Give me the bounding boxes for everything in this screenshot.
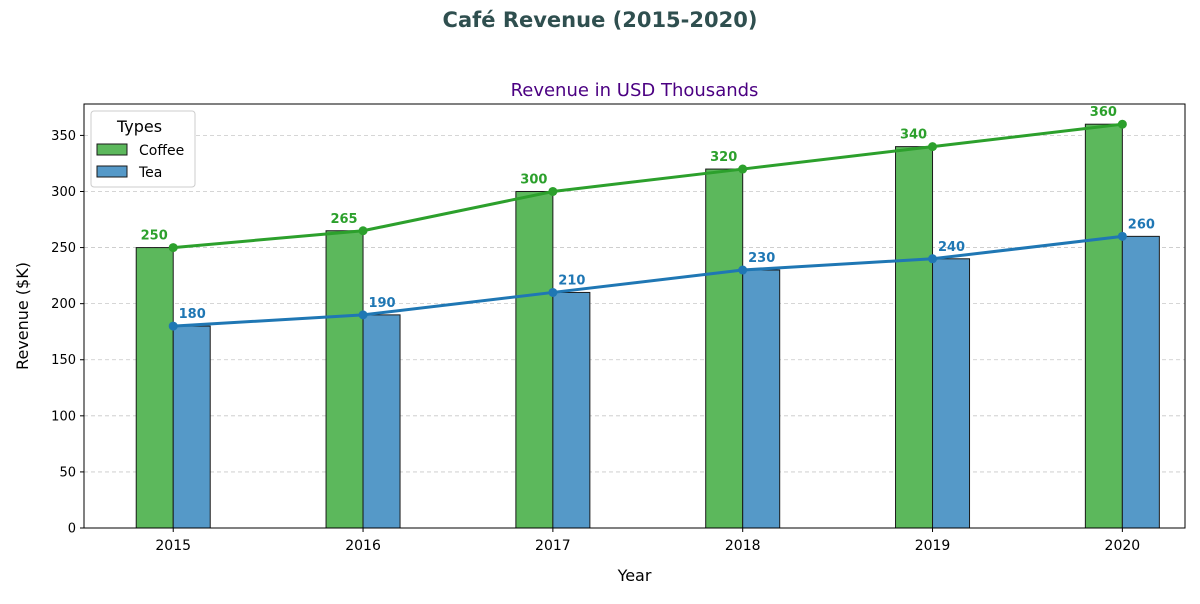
legend-title: Types [116, 117, 162, 136]
x-tick-label: 2019 [915, 538, 951, 554]
point-coffee [738, 164, 748, 174]
x-tick-label: 2016 [345, 538, 381, 554]
axes: 0 50 100 150 200 250 300 350 2015 2016 2017 2018 201… [51, 129, 1140, 554]
data-label-coffee: 300 [520, 172, 547, 187]
bar-tea [932, 258, 971, 529]
bar-tea [742, 269, 781, 529]
trend-lines [168, 119, 1127, 331]
data-label-tea: 230 [748, 251, 775, 266]
bar-coffee [895, 146, 934, 529]
data-label-tea: 190 [368, 296, 395, 311]
y-tick-label: 150 [51, 353, 76, 368]
data-label-coffee: 340 [900, 128, 927, 143]
data-labels: 250 265 300 320 340 360 180 190 210 230 240 260 [141, 105, 1155, 322]
bar-tea [552, 291, 591, 529]
y-axis-label: Revenue ($K) [13, 262, 32, 370]
data-label-coffee: 320 [710, 150, 737, 165]
bar-coffee [515, 190, 554, 529]
data-label-tea: 240 [938, 240, 965, 255]
data-label-coffee: 250 [141, 229, 168, 244]
bar-tea [1121, 235, 1160, 529]
point-coffee [548, 186, 558, 196]
bar-coffee [135, 247, 174, 529]
x-axis-label: Year [617, 566, 652, 585]
grid-lines [84, 135, 1185, 473]
bar-coffee [1084, 123, 1123, 529]
point-coffee [168, 243, 178, 253]
line-coffee [173, 122, 1123, 250]
data-label-tea: 260 [1128, 217, 1155, 232]
y-tick-label: 200 [51, 297, 76, 312]
plot-area-frame [83, 103, 1186, 529]
bar-tea [172, 325, 211, 529]
data-label-tea: 210 [558, 273, 585, 288]
x-tick-label: 2015 [155, 538, 191, 554]
data-label-coffee: 265 [330, 212, 357, 227]
bars [135, 123, 1160, 529]
point-coffee [358, 226, 368, 236]
legend-label-tea: Tea [138, 165, 162, 181]
y-tick-label: 0 [68, 522, 76, 537]
chart-title: Revenue in USD Thousands [511, 80, 759, 101]
point-tea [168, 321, 178, 331]
bar-coffee [705, 168, 744, 529]
data-label-coffee: 360 [1090, 105, 1117, 120]
point-tea [358, 310, 368, 320]
point-tea [1117, 231, 1127, 241]
y-tick-label: 250 [51, 241, 76, 256]
x-tick-label: 2020 [1105, 538, 1141, 554]
x-tick-label: 2018 [725, 538, 761, 554]
legend-label-coffee: Coffee [139, 143, 184, 159]
point-tea [738, 265, 748, 275]
legend: Types Coffee Tea [90, 110, 196, 188]
line-tea [173, 234, 1123, 328]
y-tick-label: 350 [51, 129, 76, 144]
y-tick-label: 50 [59, 465, 76, 480]
y-tick-label: 300 [51, 185, 76, 200]
y-tick-label: 100 [51, 409, 76, 424]
bar-tea [362, 314, 401, 529]
data-label-tea: 180 [179, 307, 206, 322]
point-tea [928, 254, 938, 264]
figure-title: Café Revenue (2015-2020) [442, 8, 758, 32]
point-coffee [928, 142, 938, 152]
point-coffee [1117, 119, 1127, 129]
legend-swatch-tea [96, 165, 128, 178]
legend-swatch-coffee [96, 143, 128, 156]
bar-coffee [325, 230, 364, 529]
point-tea [548, 287, 558, 297]
x-tick-label: 2017 [535, 538, 571, 554]
